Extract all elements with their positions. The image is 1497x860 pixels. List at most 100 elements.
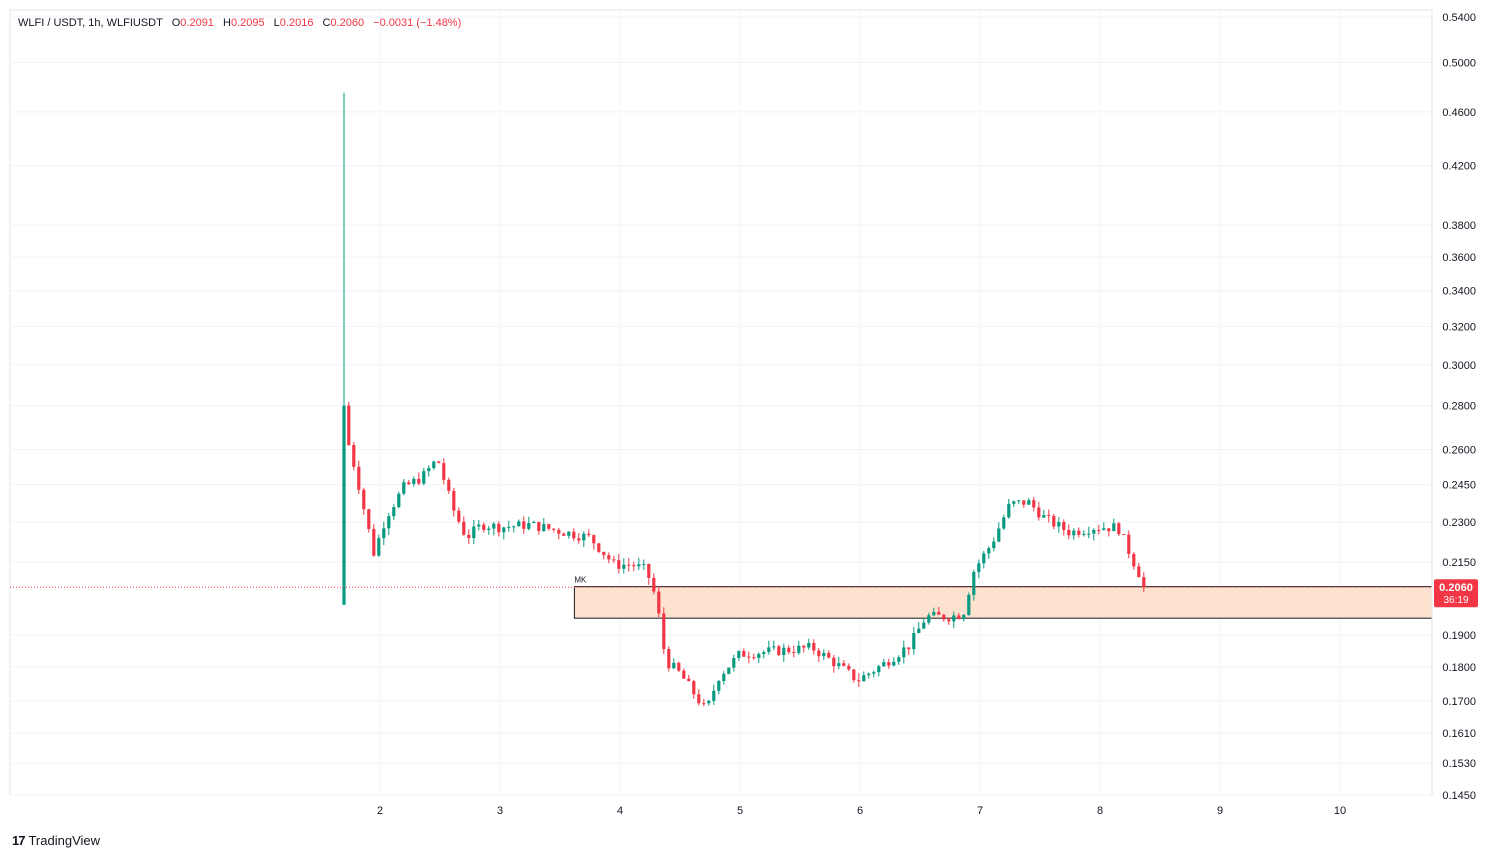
candle-body <box>412 478 416 484</box>
candle-body <box>1042 515 1046 518</box>
brand[interactable]: 17 TradingView <box>12 833 100 848</box>
candle-body <box>1012 501 1016 504</box>
y-tick-label: 0.3200 <box>1442 322 1476 334</box>
candle-body <box>942 614 946 620</box>
candle-body <box>892 661 896 666</box>
y-tick-label: 0.3600 <box>1442 252 1476 264</box>
candle-body <box>1137 566 1141 578</box>
support-zone[interactable]: MK <box>573 576 1433 619</box>
candle-body <box>637 564 641 567</box>
candle-body <box>972 571 976 595</box>
open-label: O <box>171 17 181 29</box>
candle-body <box>947 619 951 622</box>
candle-body <box>537 521 541 531</box>
candle-body <box>1007 503 1011 518</box>
candle-body <box>772 646 776 648</box>
candle-body <box>817 650 821 657</box>
candle-body <box>597 543 601 552</box>
candle-body <box>432 461 436 469</box>
candle-body <box>362 489 366 510</box>
y-tick-label: 0.1700 <box>1442 696 1476 708</box>
candle-body <box>562 533 566 536</box>
plot-frame <box>9 9 1433 796</box>
candle-body <box>492 523 496 529</box>
candle-body <box>752 657 756 659</box>
candle-body <box>692 681 696 695</box>
candle-body <box>832 657 836 667</box>
candle-body <box>382 528 386 539</box>
candle-body <box>567 531 571 536</box>
candle-body <box>592 535 596 544</box>
price-tag-box[interactable] <box>1434 579 1478 608</box>
candle-body <box>887 662 891 666</box>
y-tick-label: 0.2600 <box>1442 444 1476 456</box>
candle-body <box>652 577 656 592</box>
y-tick-label: 0.1530 <box>1442 758 1476 770</box>
candle-body <box>1037 507 1041 518</box>
candle-body <box>507 526 511 528</box>
candle-body <box>667 649 671 669</box>
candle-body <box>532 521 536 523</box>
candle-body <box>902 647 906 658</box>
candle-body <box>782 647 786 656</box>
candle-body <box>867 673 871 676</box>
candle-body <box>1122 534 1126 536</box>
candle-body <box>417 478 421 484</box>
candle-body <box>1117 523 1121 535</box>
candle-body <box>1082 533 1086 535</box>
candle-body <box>477 524 481 527</box>
candle-body <box>367 509 371 529</box>
candle-body <box>822 652 826 657</box>
candle-body <box>552 528 556 530</box>
candle-body <box>502 527 506 533</box>
candle-body <box>1087 533 1091 535</box>
candle-body <box>627 564 631 566</box>
high-label: H <box>223 17 231 29</box>
candle-body <box>797 645 801 653</box>
candle-body <box>847 665 851 670</box>
candle-body <box>702 703 706 705</box>
candle-body <box>542 524 546 531</box>
candle-body <box>862 675 866 682</box>
low-label: L <box>273 17 280 29</box>
open-value: 0.2091 <box>180 17 214 29</box>
spike-candle-body <box>342 405 346 605</box>
symbol-header: WLFI / USDT, 1h, WLFIUSDT O0.2091 H0.209… <box>18 17 461 29</box>
candle-body <box>422 471 426 484</box>
y-tick-label: 0.2800 <box>1442 401 1476 413</box>
candle-body <box>827 652 831 658</box>
close-label: C <box>322 17 331 29</box>
candle-body <box>687 678 691 682</box>
y-tick-label: 0.4200 <box>1442 161 1476 173</box>
candle-body <box>982 553 986 564</box>
candle-body <box>747 656 751 658</box>
candle-body <box>527 522 531 529</box>
candle-body <box>672 662 676 669</box>
candle-body <box>512 526 516 528</box>
x-tick-label: 9 <box>1217 805 1223 817</box>
candle-body <box>957 615 961 620</box>
x-tick-label: 10 <box>1334 805 1346 817</box>
axes: 0.5400 0.5000 0.4600 0.4200 0.3800 0.3600 0.34… <box>10 10 1478 817</box>
candle-body <box>582 533 586 541</box>
candle-body <box>472 526 476 539</box>
candle-body <box>1022 500 1026 505</box>
support-zone-box[interactable] <box>573 586 1433 619</box>
candle-body <box>632 565 636 567</box>
x-tick-label: 5 <box>737 805 743 817</box>
y-tick-label: 0.3000 <box>1442 360 1476 372</box>
candle-body <box>1102 528 1106 530</box>
candle-body <box>427 468 431 472</box>
candle-body <box>1127 534 1131 554</box>
y-tick-label: 0.2150 <box>1442 557 1476 569</box>
x-tick-label: 7 <box>977 805 983 817</box>
y-tick-label: 0.5000 <box>1442 58 1476 70</box>
candle-body <box>547 524 551 529</box>
candle-body <box>737 651 741 658</box>
candle-body <box>937 611 941 615</box>
candle-body <box>587 533 591 536</box>
candle-body <box>872 672 876 674</box>
candle-body <box>932 611 936 616</box>
candle-body <box>1057 522 1061 527</box>
